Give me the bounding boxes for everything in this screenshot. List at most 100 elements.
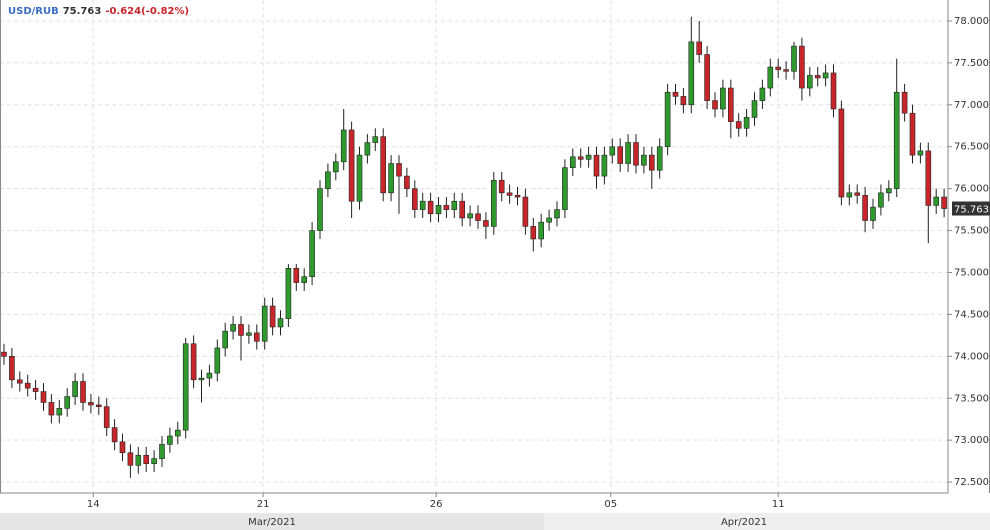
y-tick-label: 76.000 xyxy=(954,184,989,195)
candle-body xyxy=(735,121,742,129)
candle-body xyxy=(688,41,695,106)
price: 75.763 xyxy=(63,6,102,17)
candle-body xyxy=(175,429,181,437)
candle-body xyxy=(16,379,23,384)
candle-body xyxy=(893,91,900,189)
candle-body xyxy=(727,87,734,122)
candle-body xyxy=(704,54,710,101)
x-tick-label: 05 xyxy=(604,499,617,510)
candle-body xyxy=(64,396,70,409)
candle-body xyxy=(751,100,758,118)
candle-body xyxy=(530,226,537,240)
candle-body xyxy=(40,391,47,403)
candle-body xyxy=(88,402,94,406)
candle-body xyxy=(32,387,39,392)
candle-body xyxy=(317,188,323,231)
candle-body xyxy=(767,66,774,89)
candle-body xyxy=(696,41,703,55)
symbol: USD/RUB xyxy=(8,6,59,17)
candle-body xyxy=(451,200,458,210)
candle-body xyxy=(467,213,473,219)
price-tag xyxy=(952,201,990,216)
candle-body xyxy=(443,205,450,210)
candle-body xyxy=(277,318,284,328)
candle-body xyxy=(396,163,402,177)
candle-body xyxy=(814,75,821,79)
candle-body xyxy=(909,112,916,156)
candle-body xyxy=(419,200,426,210)
candle-body xyxy=(846,192,853,198)
candle-body xyxy=(593,154,600,177)
y-tick-label: 75.000 xyxy=(954,267,989,278)
candle-body xyxy=(648,154,655,171)
candle-body xyxy=(783,69,789,72)
candle-body xyxy=(143,454,149,464)
candle-body xyxy=(775,66,782,70)
candle-body xyxy=(822,72,829,79)
candle-body xyxy=(514,195,521,198)
candle-body xyxy=(9,356,15,381)
x-tick-label: 21 xyxy=(257,499,270,510)
candle-body xyxy=(641,154,647,166)
candle-body xyxy=(712,100,718,110)
candle-body xyxy=(838,108,845,198)
candle-body xyxy=(325,171,331,189)
candle-body xyxy=(411,188,418,210)
candle-body xyxy=(309,230,315,277)
candle-body xyxy=(301,276,308,283)
candle-body xyxy=(577,156,584,160)
candle-body xyxy=(925,150,932,206)
candle-body xyxy=(672,91,679,97)
candle-body xyxy=(190,343,197,381)
candle-body xyxy=(111,427,118,443)
candle-body xyxy=(901,91,908,114)
candle-body xyxy=(238,324,244,336)
candle-body xyxy=(617,146,624,164)
candle-body xyxy=(24,382,31,389)
candle-body xyxy=(56,408,63,416)
candle-body xyxy=(214,347,221,374)
candle-body xyxy=(285,267,292,319)
candle-body xyxy=(356,154,363,202)
candle-body xyxy=(498,179,505,194)
candle-body xyxy=(546,217,552,223)
candle-body xyxy=(625,142,631,164)
candle-body xyxy=(222,330,228,349)
y-tick-label: 73.500 xyxy=(954,393,989,404)
candle-body xyxy=(459,200,466,219)
candle-body xyxy=(261,305,268,342)
candle-body xyxy=(103,406,110,428)
candle-body xyxy=(332,161,339,173)
candle-body xyxy=(293,267,300,283)
candle-body xyxy=(159,444,165,459)
month-strip xyxy=(544,513,990,530)
y-tick-label: 77.000 xyxy=(954,100,989,111)
candle-body xyxy=(609,146,616,156)
candle-body xyxy=(246,332,252,336)
candle-body xyxy=(538,221,545,240)
y-tick-label: 75.500 xyxy=(954,226,989,237)
candle-body xyxy=(475,213,481,221)
header: USD/RUB 75.763 -0.624(-0.82%) xyxy=(8,6,189,17)
candle-body xyxy=(791,45,797,72)
candle-body xyxy=(743,117,750,129)
candle-body xyxy=(340,129,347,163)
x-tick-label: 14 xyxy=(87,499,100,510)
candle-body xyxy=(759,87,766,101)
x-tick-label: 11 xyxy=(772,499,785,510)
candle-body xyxy=(127,452,134,466)
candle-body xyxy=(830,72,837,110)
y-tick-label: 74.000 xyxy=(954,351,989,362)
candle-body xyxy=(348,129,355,202)
candle-body xyxy=(372,136,379,143)
candle-body xyxy=(269,305,276,328)
change: -0.624(-0.82%) xyxy=(105,6,189,17)
candle-body xyxy=(862,195,868,221)
candle-body xyxy=(799,45,805,89)
candle-body xyxy=(230,324,236,332)
x-tick-label: 26 xyxy=(430,499,443,510)
candle-body xyxy=(167,435,173,445)
